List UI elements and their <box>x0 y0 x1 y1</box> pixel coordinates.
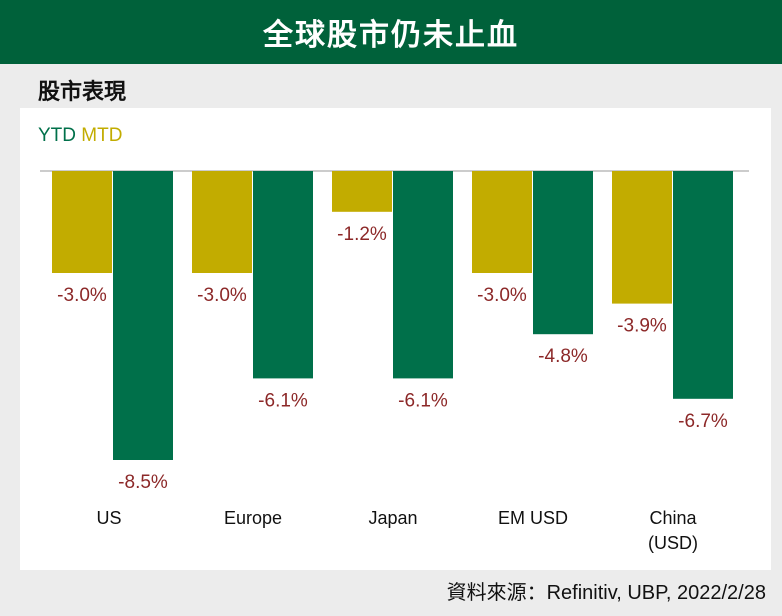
category-label-0: US <box>96 508 121 528</box>
bar-mtd-3 <box>472 171 532 273</box>
label-mtd-0: -3.0% <box>57 285 107 306</box>
legend: YTD MTD <box>38 125 122 146</box>
bar-ytd-3 <box>533 171 593 335</box>
category-label-2: Japan <box>368 508 417 528</box>
category-label-4: China <box>649 508 697 528</box>
label-ytd-1: -6.1% <box>258 390 308 411</box>
legend-ytd: YTD <box>38 125 76 146</box>
bar-chart: YTD MTD -3.0% -8.5% US -3.0% -6.1% Europe -1.2%… <box>38 125 749 553</box>
bar-ytd-4 <box>673 171 733 399</box>
chart-panel: YTD MTD -3.0% -8.5% US -3.0% -6.1% Europe -1.2%… <box>20 108 771 570</box>
legend-mtd: MTD <box>76 125 122 146</box>
bar-ytd-0 <box>113 171 173 460</box>
category-label-1: Europe <box>224 508 282 528</box>
title-banner: 全球股市仍未止血 <box>0 0 782 64</box>
label-mtd-1: -3.0% <box>197 285 247 306</box>
category-label-3: EM USD <box>498 508 568 528</box>
source-note: 資料來源：Refinitiv, UBP, 2022/2/28 <box>446 582 766 604</box>
bar-mtd-0 <box>52 171 112 273</box>
label-mtd-2: -1.2% <box>337 224 387 245</box>
label-ytd-3: -4.8% <box>538 346 588 367</box>
label-mtd-4: -3.9% <box>617 316 667 337</box>
bar-mtd-1 <box>192 171 252 273</box>
bar-ytd-1 <box>253 171 313 379</box>
label-ytd-0: -8.5% <box>118 472 168 493</box>
bar-mtd-4 <box>612 171 672 304</box>
bar-mtd-2 <box>332 171 392 212</box>
page-title: 全球股市仍未止血 <box>263 18 519 53</box>
category-label-4-1: (USD) <box>648 533 698 553</box>
label-ytd-2: -6.1% <box>398 390 448 411</box>
bar-ytd-2 <box>393 171 453 379</box>
label-ytd-4: -6.7% <box>678 411 728 432</box>
label-mtd-3: -3.0% <box>477 285 527 306</box>
chart-subtitle: 股市表現 <box>38 80 127 105</box>
